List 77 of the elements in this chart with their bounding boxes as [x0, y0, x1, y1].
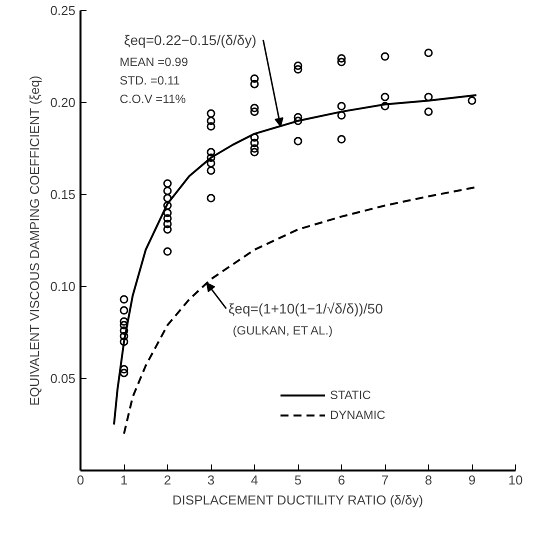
point: [294, 136, 302, 146]
y-tick-label: 0.05: [50, 371, 76, 386]
point: [206, 109, 216, 118]
x-tick-label: 5: [294, 472, 302, 488]
point: [163, 214, 172, 223]
y-tick-label: 0.20: [50, 95, 76, 110]
point: [163, 220, 172, 228]
point: [294, 116, 302, 126]
y-tick-label: 0.15: [50, 187, 76, 202]
point: [206, 158, 216, 168]
point: [163, 225, 172, 234]
legend-label: DYNAMIC: [330, 408, 386, 422]
point: [250, 104, 259, 112]
point: [424, 107, 433, 116]
point: [294, 61, 302, 70]
point: [337, 135, 346, 144]
point: [337, 54, 346, 63]
point: [250, 133, 259, 142]
point: [337, 102, 346, 110]
point: [380, 102, 390, 110]
point: [120, 320, 128, 330]
point: [163, 179, 172, 188]
y-axis-title: EQUIVALENT VISCOUS DAMPING COEFFICIENT (ξeq): [27, 76, 42, 406]
point: [206, 166, 216, 175]
point: [120, 368, 128, 378]
x-tick-label: 1: [120, 472, 128, 488]
point: [163, 186, 172, 196]
line-series: [123, 186, 478, 435]
point: [206, 148, 216, 156]
point: [120, 295, 128, 304]
point: [250, 80, 259, 88]
y-tick-label: 0.10: [50, 279, 76, 294]
point: [206, 153, 216, 162]
point: [380, 52, 390, 61]
point: [163, 247, 172, 256]
point: [250, 138, 259, 148]
x-tick-label: 6: [338, 472, 346, 488]
point: [294, 65, 302, 74]
annotation: (GULKAN, ET AL.): [232, 324, 333, 338]
point: [206, 122, 216, 131]
point: [250, 74, 259, 83]
point: [380, 92, 390, 102]
annotation: STD. =0.11: [120, 73, 180, 88]
point: [337, 111, 346, 120]
line-series: [112, 94, 478, 426]
point: [120, 337, 128, 346]
point: [163, 208, 172, 218]
point: [468, 96, 476, 105]
annotation: C.O.V =11%: [120, 92, 186, 106]
x-tick-label: 2: [164, 472, 172, 488]
x-tick-label: 4: [250, 472, 258, 488]
point: [120, 306, 128, 315]
point: [120, 317, 128, 326]
point: [163, 201, 172, 210]
annotation: MEAN =0.99: [120, 55, 188, 70]
point: [250, 148, 259, 156]
y-tick-label: 0.25: [50, 3, 76, 18]
x-axis-title: DISPLACEMENT DUCTILITY RATIO (δ/δy): [172, 492, 424, 508]
point: [120, 326, 128, 335]
x-tick-label: 8: [424, 472, 432, 488]
point: [120, 332, 128, 340]
x-tick-label: 3: [207, 472, 215, 488]
annotation: ξeq=(1+10(1−1/√δ/δ))/50: [228, 300, 384, 317]
x-tick-label: 7: [381, 472, 389, 488]
point: [294, 112, 302, 122]
x-tick-label: 0: [76, 472, 84, 488]
point: [424, 48, 433, 58]
point: [250, 144, 259, 153]
x-tick-label: 9: [468, 472, 476, 488]
point: [206, 194, 216, 202]
x-tick-label: 10: [508, 472, 523, 488]
point: [163, 194, 172, 202]
point: [250, 107, 259, 116]
point: [206, 116, 216, 126]
point: [337, 58, 346, 66]
annotation: ξeq=0.22−0.15/(δ/δy): [124, 32, 256, 48]
legend-label: STATIC: [330, 388, 371, 402]
